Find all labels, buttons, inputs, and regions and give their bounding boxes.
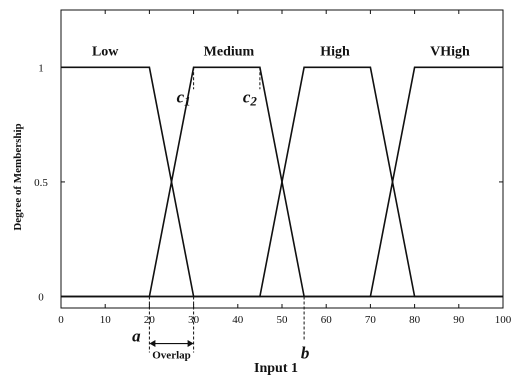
y-tick-label-0: 0 <box>38 292 44 304</box>
annotations: c1 c2 a b Overlap <box>132 67 310 363</box>
x-tick-label-0: 0 <box>58 314 64 326</box>
c2-label: c2 <box>243 87 258 108</box>
overlap-label: Overlap <box>152 350 191 362</box>
axes: 0 10 20 30 40 50 60 70 80 90 100 0 0.5 1 <box>34 9 511 326</box>
y-tick-label-2: 1 <box>38 62 44 74</box>
set-label-vhigh: VHigh <box>430 44 470 59</box>
x-tick-label-3: 30 <box>188 314 200 326</box>
x-tick-label-2: 20 <box>144 314 156 326</box>
x-tick-label-9: 90 <box>453 314 465 326</box>
overlap-arrowhead-left <box>149 340 156 348</box>
c1-label: c1 <box>177 87 191 108</box>
x-axis-title: Input 1 <box>254 361 298 376</box>
series-line-high <box>61 66 503 298</box>
x-tick-label-8: 80 <box>409 314 421 326</box>
x-tick-label-10: 100 <box>495 314 511 326</box>
overlap-arrowhead-right <box>187 340 194 348</box>
y-axis-title: Degree of Membership <box>12 123 24 230</box>
x-tick-label-5: 50 <box>277 314 289 326</box>
x-tick-label-6: 60 <box>321 314 333 326</box>
x-tick-label-7: 70 <box>365 314 377 326</box>
x-tick-label-1: 10 <box>100 314 112 326</box>
set-label-low: Low <box>92 44 119 59</box>
a-label: a <box>132 327 141 346</box>
series-lines <box>61 66 503 298</box>
series-line-vhigh <box>61 66 503 298</box>
set-label-high: High <box>320 44 350 59</box>
b-label: b <box>301 344 310 363</box>
labels: Input 1 Degree of Membership Low Medium High… <box>12 44 470 376</box>
x-tick-label-4: 40 <box>232 314 244 326</box>
y-tick-label-1: 0.5 <box>34 177 48 189</box>
set-label-medium: Medium <box>204 44 255 59</box>
